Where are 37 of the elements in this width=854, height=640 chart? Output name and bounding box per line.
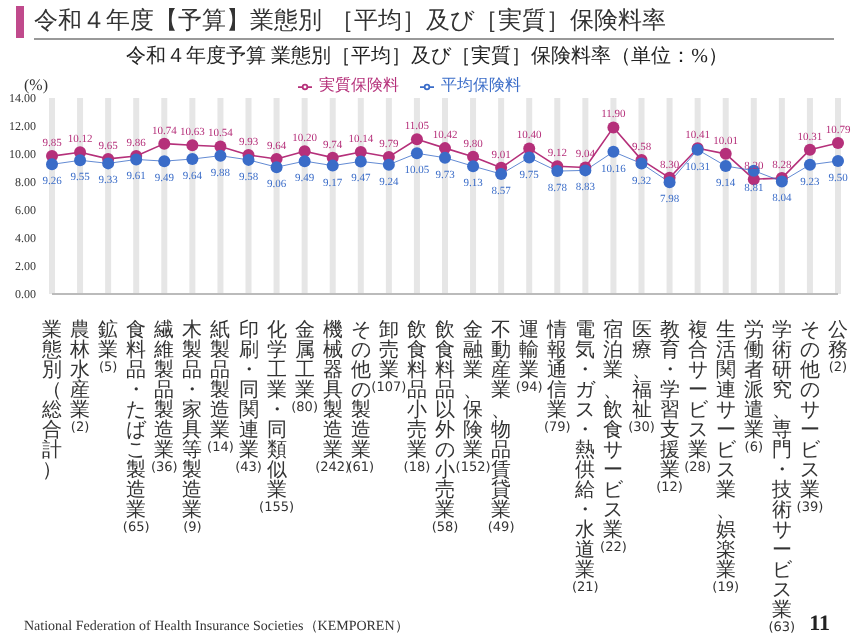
chart-subtitle: 令和４年度予算 業態別［平均］及び［実質］保険料率（単位：%） <box>124 44 730 70</box>
point <box>298 155 311 168</box>
legend-label: 平均保険料 <box>441 76 521 94</box>
chart-title: 令和４年度【予算】業態別 ［平均］及び［実質］保険料率 <box>34 4 834 40</box>
y-axis-title: (%) <box>24 76 48 94</box>
point <box>832 136 844 149</box>
point <box>410 147 423 160</box>
point <box>214 149 227 162</box>
point <box>270 161 283 174</box>
point <box>242 153 255 166</box>
point <box>719 160 732 173</box>
point <box>803 143 816 156</box>
point <box>607 121 620 134</box>
point <box>495 168 508 181</box>
x-tick-label: 業態別（総合計） <box>40 317 62 482</box>
point <box>354 155 367 168</box>
point <box>467 160 480 173</box>
point <box>551 165 564 178</box>
text: 11 <box>809 612 830 636</box>
point <box>439 151 451 164</box>
point <box>74 154 87 167</box>
point <box>186 139 199 152</box>
point <box>607 145 620 158</box>
point <box>803 158 816 171</box>
point <box>523 151 536 164</box>
point <box>326 159 339 172</box>
point <box>410 133 423 146</box>
point <box>158 155 171 168</box>
point <box>186 153 199 166</box>
point <box>382 158 395 171</box>
point <box>719 147 732 160</box>
point <box>46 158 58 171</box>
point <box>158 137 171 150</box>
legend-label: 実質保険料 <box>319 76 399 94</box>
point <box>102 157 115 170</box>
point <box>832 155 844 167</box>
point <box>663 176 676 189</box>
